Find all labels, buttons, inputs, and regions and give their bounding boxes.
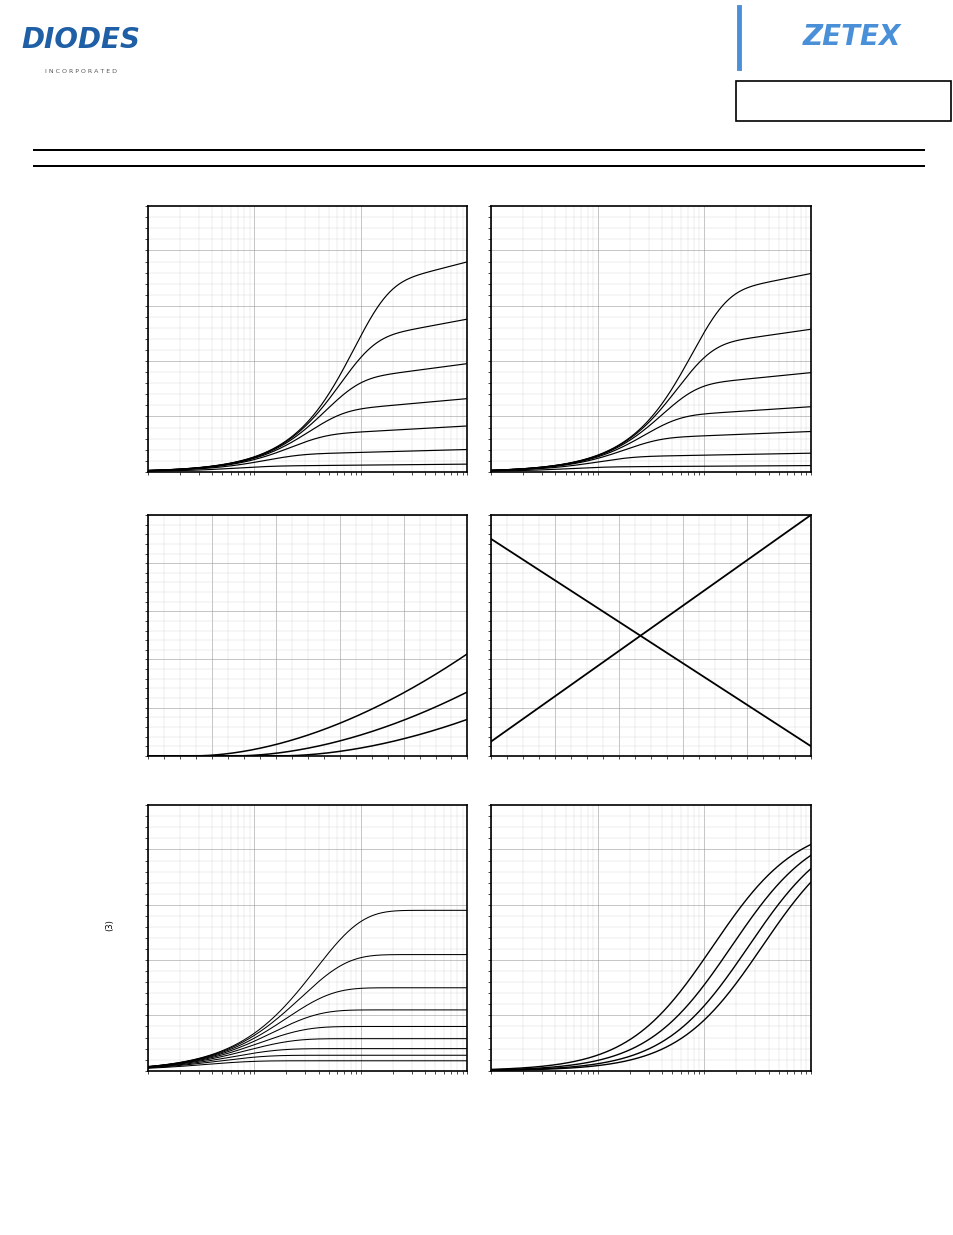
Text: I N C O R P O R A T E D: I N C O R P O R A T E D	[45, 68, 117, 74]
Text: DIODES: DIODES	[22, 26, 140, 54]
Bar	[736, 82, 950, 121]
Text: (3): (3)	[105, 919, 114, 931]
Text: ZETEX: ZETEX	[801, 23, 901, 51]
